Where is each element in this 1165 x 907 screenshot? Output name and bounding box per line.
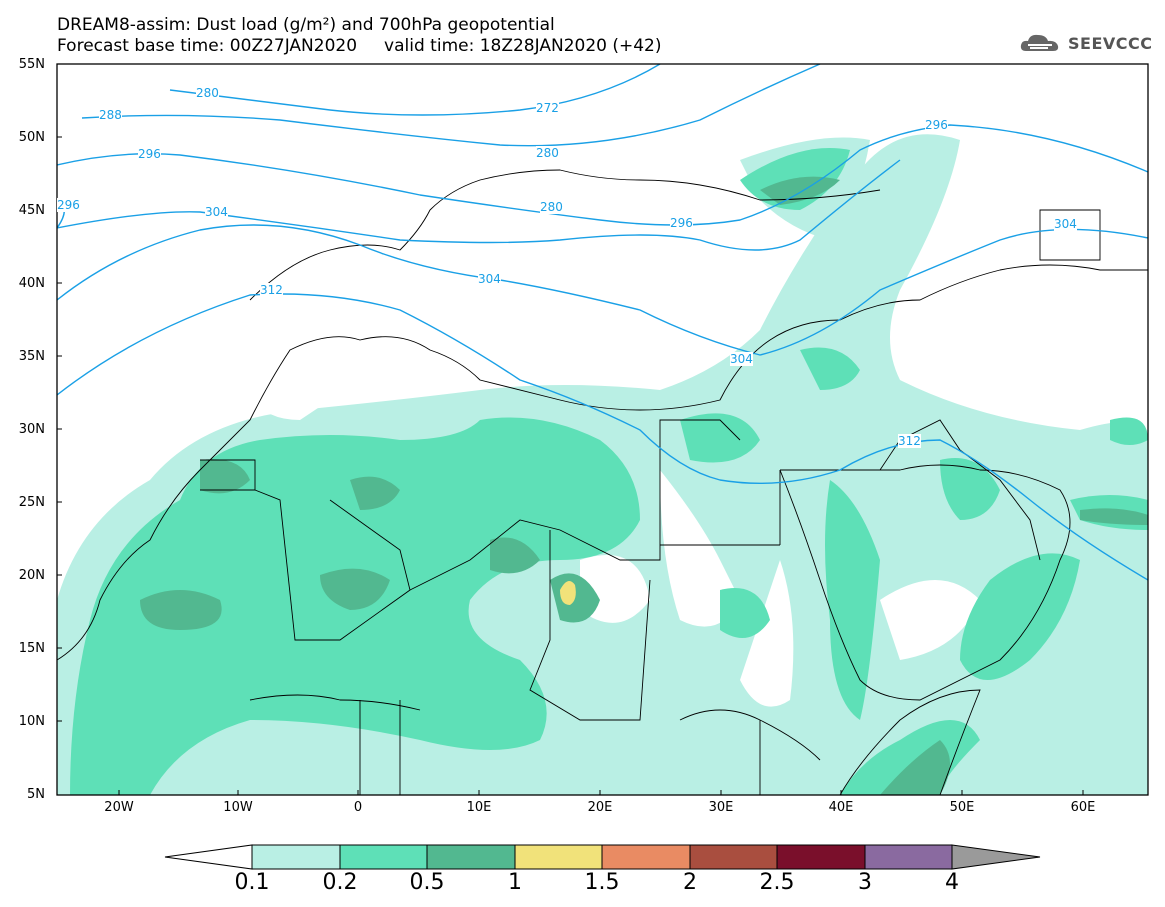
lat-label: 55N xyxy=(18,57,45,72)
dust-area-0.5 xyxy=(140,590,222,630)
lat-label: 35N xyxy=(18,349,45,364)
colorbar-label: 4 xyxy=(945,870,959,895)
chart-title-line2: Forecast base time: 00Z27JAN2020 valid t… xyxy=(57,36,662,56)
lat-label: 5N xyxy=(27,787,45,802)
lon-label: 10E xyxy=(466,800,492,815)
cloud-icon xyxy=(1020,34,1059,51)
colorbar-right-arrow xyxy=(951,844,1041,870)
lat-label: 45N xyxy=(18,203,45,218)
colorbar-swatch-7 xyxy=(864,844,953,870)
dust-area-1 xyxy=(560,581,576,605)
colorbar-label: 2 xyxy=(683,870,697,895)
geopotential-contours xyxy=(57,64,1148,581)
lon-label: 50E xyxy=(949,800,975,815)
colorbar-swatch-0 xyxy=(251,844,341,870)
lon-label: 20W xyxy=(104,800,134,815)
lon-label: 40E xyxy=(828,800,854,815)
lat-label: 10N xyxy=(18,714,45,729)
lat-label: 40N xyxy=(18,276,45,291)
logo-text: SEEVCCC xyxy=(1068,33,1153,53)
lon-label: 0 xyxy=(353,800,363,815)
lat-label: 20N xyxy=(18,568,45,583)
colorbar-label: 1.5 xyxy=(584,870,620,895)
colorbar-label: 0.1 xyxy=(234,870,270,895)
lat-label: 25N xyxy=(18,495,45,510)
colorbar-label: 3 xyxy=(858,870,872,895)
colorbar-label: 1 xyxy=(508,870,522,895)
colorbar-label: 0.2 xyxy=(322,870,358,895)
colorbar-swatch-5 xyxy=(689,844,778,870)
dust-load-shading xyxy=(57,64,1148,795)
colorbar-label: 0.5 xyxy=(409,870,445,895)
axis-ticks xyxy=(57,136,1084,795)
lon-label: 10W xyxy=(223,800,253,815)
lat-label: 15N xyxy=(18,641,45,656)
lat-label: 50N xyxy=(18,130,45,145)
colorbar xyxy=(164,844,1041,870)
colorbar-left-arrow xyxy=(164,844,253,870)
colorbar-swatch-2 xyxy=(426,844,516,870)
colorbar-swatch-3 xyxy=(514,844,603,870)
lat-label: 30N xyxy=(18,422,45,437)
chart-title-line1: DREAM8-assim: Dust load (g/m²) and 700hP… xyxy=(57,15,555,35)
colorbar-swatch-6 xyxy=(776,844,866,870)
lon-label: 20E xyxy=(587,800,613,815)
seevccc-logo: SEEVCCC xyxy=(1018,30,1153,56)
lon-label: 30E xyxy=(708,800,734,815)
colorbar-swatch-1 xyxy=(339,844,428,870)
lon-label: 60E xyxy=(1070,800,1096,815)
colorbar-label: 2.5 xyxy=(759,870,795,895)
colorbar-swatch-4 xyxy=(601,844,691,870)
